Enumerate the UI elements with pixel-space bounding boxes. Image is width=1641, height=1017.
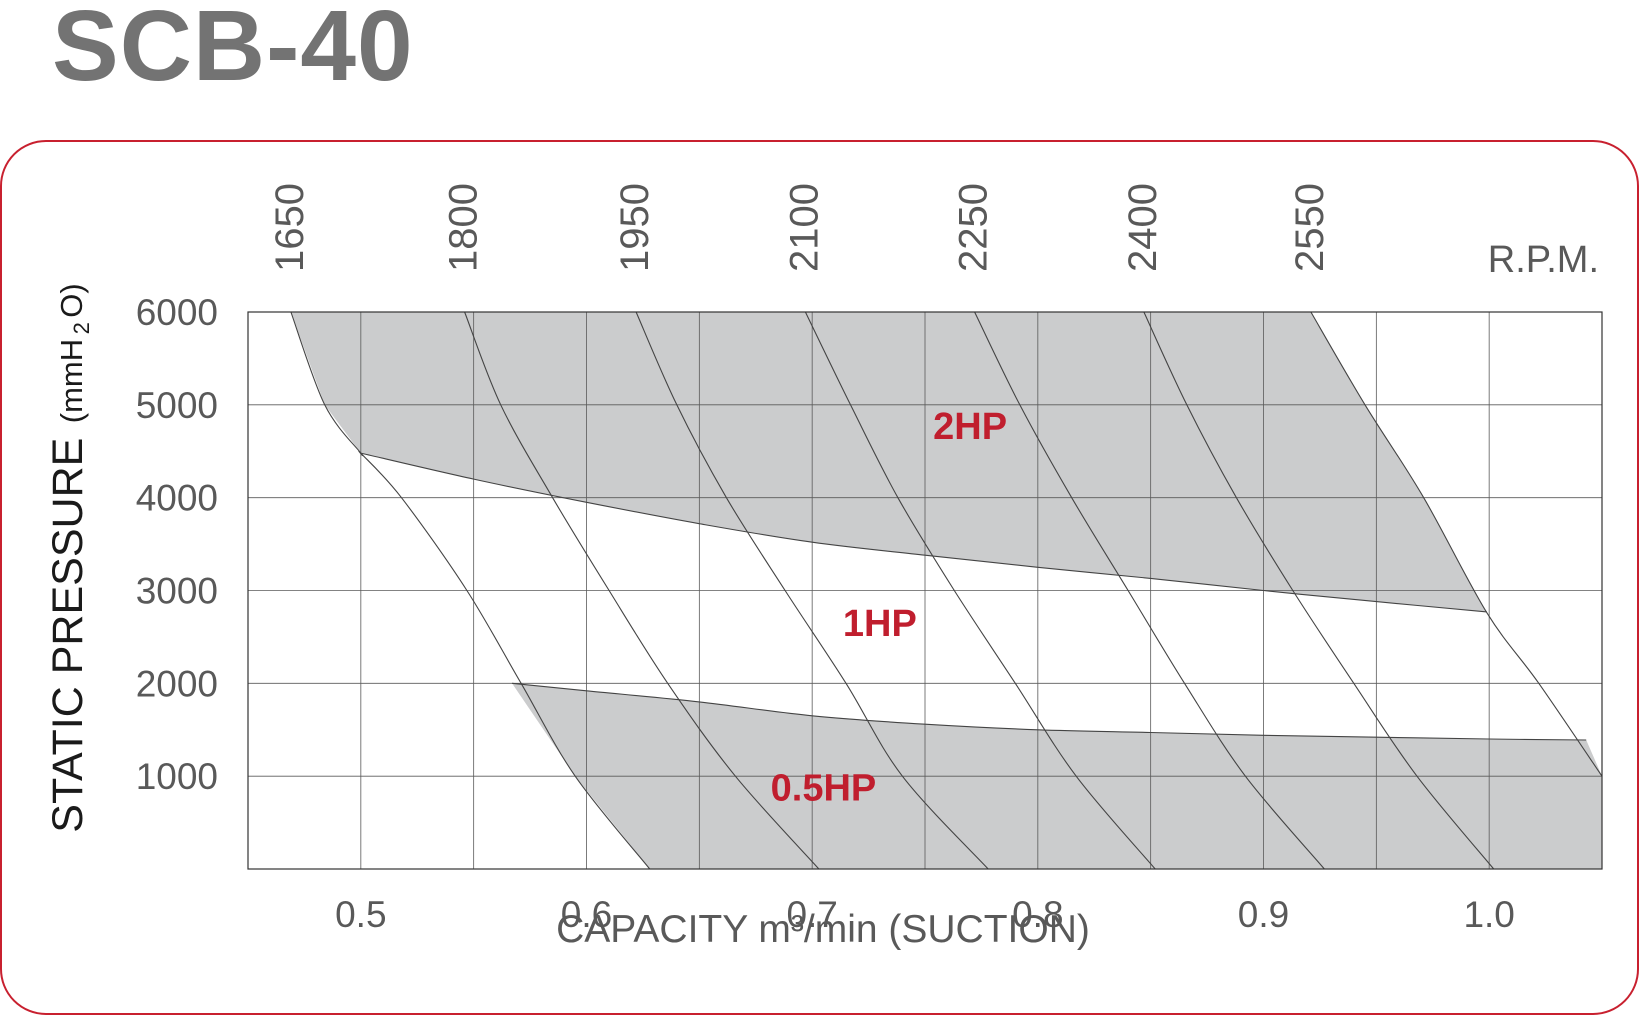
y-tick-label: 1000	[136, 756, 218, 797]
rpm-curve-2550	[1310, 311, 1603, 777]
chart-grid	[247, 311, 1603, 869]
rpm-curve-2100	[804, 311, 1156, 870]
x-tick-label: 0.8	[1012, 894, 1063, 935]
rpm-curve-2250	[974, 311, 1325, 870]
y-axis-ticks: 1000 2000 3000 4000 5000 6000	[136, 292, 218, 797]
chart-frame: 1000 2000 3000 4000 5000 6000 0.5 0.6 0.7 0.8 0.9…	[0, 140, 1639, 1015]
rpm-label-1800: 1800	[442, 183, 486, 272]
y-axis-title-subscript: 2	[69, 322, 94, 334]
plot-area-border	[247, 311, 1603, 870]
region-label-2hp: 2HP	[933, 406, 1007, 448]
rpm-curves	[290, 311, 1603, 870]
y-axis-title-unit: (mmH	[54, 339, 89, 423]
rpm-label-2400: 2400	[1121, 183, 1165, 272]
rpm-labels: 1650 1800 1950 2100 2250 2400 2550	[268, 183, 1332, 272]
rpm-unit-label: R.P.M.	[1488, 239, 1599, 281]
y-axis-title-unit-end: O)	[54, 283, 89, 317]
rpm-curve-1950	[635, 311, 989, 870]
y-tick-label: 2000	[136, 663, 218, 704]
y-tick-label: 5000	[136, 385, 218, 426]
power-boundary-0	[360, 452, 1487, 613]
rpm-curve-2400	[1143, 311, 1495, 870]
x-tick-label: 0.7	[786, 894, 837, 935]
y-tick-label: 3000	[136, 571, 218, 612]
x-tick-label: 1.0	[1463, 894, 1514, 935]
region-label-0-5hp: 0.5HP	[771, 767, 877, 809]
y-tick-label: 6000	[136, 292, 218, 333]
y-axis-title-main: STATIC PRESSURE	[44, 438, 92, 833]
power-boundary-1	[511, 682, 1587, 741]
y-axis-title: STATIC PRESSURE (mmH 2 O)	[44, 283, 94, 832]
rpm-curve-1650	[290, 311, 651, 870]
y-tick-label: 4000	[136, 478, 218, 519]
x-tick-label: 0.5	[335, 894, 386, 935]
rpm-label-2100: 2100	[782, 183, 826, 272]
region-label-1hp: 1HP	[843, 603, 917, 645]
rpm-label-2550: 2550	[1288, 183, 1332, 272]
page-title: SCB-40	[52, 0, 414, 102]
rpm-label-1950: 1950	[613, 183, 657, 272]
performance-chart: 1000 2000 3000 4000 5000 6000 0.5 0.6 0.7 0.8 0.9…	[44, 183, 1603, 951]
rpm-label-2250: 2250	[952, 183, 996, 272]
x-axis-ticks: 0.5 0.6 0.7 0.8 0.9 1.0	[335, 894, 1515, 935]
rpm-curve-1800	[464, 311, 820, 870]
power-region-labels: 2HP 1HP 0.5HP	[771, 406, 1007, 809]
x-axis-title: CAPACITY m³/min (SUCTION)	[556, 908, 1090, 951]
x-tick-label: 0.9	[1238, 894, 1289, 935]
x-tick-label: 0.6	[561, 894, 612, 935]
region-fill-2hp	[290, 312, 1487, 613]
power-boundary-lines	[360, 452, 1587, 741]
rpm-label-1650: 1650	[268, 183, 312, 272]
